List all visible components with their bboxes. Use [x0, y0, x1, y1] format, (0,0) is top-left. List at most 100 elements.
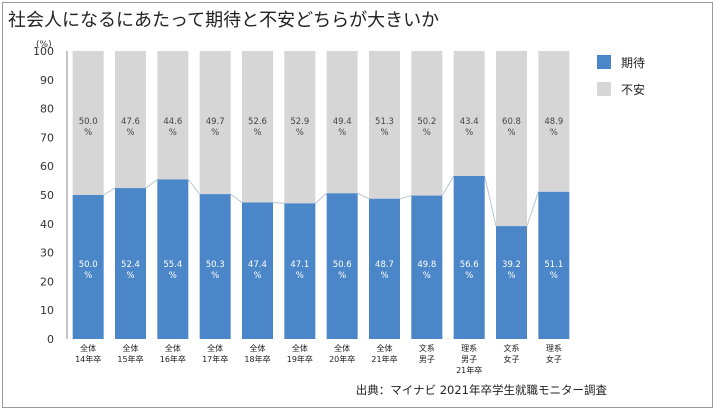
value-label-anxiety-unit: %	[550, 128, 558, 138]
category-label: 18年卒	[244, 354, 270, 364]
bar-anxiety	[157, 51, 189, 180]
value-label-expectation-unit: %	[465, 271, 473, 281]
value-label-anxiety-unit: %	[423, 128, 431, 138]
category-label: 全体	[80, 343, 96, 353]
value-label-expectation-unit: %	[211, 271, 219, 281]
y-tick-label: 50	[40, 189, 54, 202]
category-label: 16年卒	[160, 354, 186, 364]
category-label: 20年卒	[329, 354, 355, 364]
category-label: 21年卒	[456, 365, 482, 375]
value-label-anxiety: 48.9	[544, 117, 563, 127]
legend-label-expectation: 期待	[621, 56, 645, 70]
series-connector-line	[357, 192, 370, 200]
bar-expectation	[453, 175, 485, 339]
chart-source: 出典：マイナビ 2021年卒学生就職モニター調査	[355, 383, 607, 397]
value-label-expectation-unit: %	[380, 271, 388, 281]
value-label-expectation: 51.1	[544, 260, 563, 270]
category-label: 文系	[419, 343, 435, 353]
bar-anxiety	[538, 51, 570, 192]
chart-title: 社会人になるにあたって期待と不安どちらが大きいか	[8, 10, 440, 31]
category-label: 全体	[250, 343, 266, 353]
value-label-anxiety: 44.6	[163, 117, 182, 127]
y-tick-label: 0	[47, 333, 54, 346]
bar-expectation	[199, 194, 231, 339]
category-label: 男子	[419, 355, 435, 364]
y-tick-label: 30	[40, 247, 54, 260]
bar-anxiety	[326, 51, 358, 194]
series-connector-line	[526, 191, 539, 227]
value-label-anxiety: 50.2	[417, 117, 436, 127]
category-label: 全体	[165, 343, 181, 353]
legend-swatch-anxiety	[597, 82, 611, 96]
legend-swatch-expectation	[597, 55, 611, 69]
category-label: 全体	[334, 343, 350, 353]
bar-expectation	[326, 193, 358, 339]
bar-expectation	[72, 195, 104, 339]
bar-anxiety	[284, 51, 316, 204]
bar-anxiety	[369, 51, 400, 199]
y-tick-label: 20	[40, 275, 54, 288]
value-label-anxiety-unit: %	[507, 128, 515, 138]
category-label: 15年卒	[117, 354, 143, 364]
value-label-expectation-unit: %	[84, 271, 92, 281]
category-label: 19年卒	[287, 354, 313, 364]
value-label-anxiety: 43.4	[460, 117, 479, 127]
series-connector-line	[441, 175, 455, 196]
value-label-anxiety: 49.4	[333, 117, 352, 127]
category-label: 全体	[207, 343, 223, 353]
value-label-expectation-unit: %	[423, 271, 431, 281]
bar-expectation	[369, 198, 400, 339]
value-label-expectation: 39.2	[502, 260, 521, 270]
series-connector-line	[484, 175, 497, 227]
value-label-anxiety: 50.0	[79, 117, 98, 127]
value-label-expectation: 47.4	[248, 260, 267, 270]
value-label-anxiety-unit: %	[338, 128, 346, 138]
y-tick-label: 80	[40, 103, 54, 116]
bar-anxiety	[199, 51, 231, 195]
bar-expectation	[242, 202, 273, 339]
category-label: 文系	[504, 343, 520, 353]
bar-expectation	[115, 188, 146, 339]
bar-expectation	[496, 226, 527, 339]
bar-anxiety	[496, 51, 527, 227]
y-tick-label: 70	[40, 131, 54, 144]
value-label-expectation: 55.4	[163, 260, 182, 270]
value-label-expectation: 56.6	[460, 260, 479, 270]
bar-expectation	[411, 195, 443, 339]
bar-anxiety	[242, 51, 273, 203]
category-label: 全体	[123, 343, 139, 353]
bar-expectation	[157, 179, 189, 339]
series-connector-line	[187, 179, 201, 195]
series-connector-line	[230, 193, 243, 203]
y-tick-label: 40	[40, 218, 54, 231]
bar-expectation	[284, 203, 316, 339]
value-label-expectation: 50.0	[79, 260, 98, 270]
y-tick-label: 100	[33, 45, 54, 58]
category-label: 全体	[377, 343, 393, 353]
value-label-expectation: 49.8	[417, 260, 436, 270]
value-label-expectation-unit: %	[507, 271, 515, 281]
category-label: 17年卒	[202, 354, 228, 364]
bar-anxiety	[411, 51, 443, 196]
value-label-anxiety: 52.9	[290, 117, 309, 127]
value-label-expectation: 48.7	[375, 260, 394, 270]
bar-anxiety	[453, 51, 485, 176]
value-label-expectation-unit: %	[338, 271, 346, 281]
bar-anxiety	[115, 51, 146, 189]
value-label-expectation-unit: %	[169, 271, 177, 281]
value-label-anxiety-unit: %	[253, 128, 261, 138]
bar-anxiety	[72, 51, 104, 195]
value-label-anxiety: 47.6	[121, 117, 140, 127]
value-label-expectation: 50.3	[206, 260, 225, 270]
y-tick-label: 60	[40, 160, 54, 173]
series-connector-line	[315, 192, 327, 204]
y-tick-label: 10	[40, 304, 54, 317]
value-label-expectation-unit: %	[550, 271, 558, 281]
series-connector-line	[399, 195, 412, 200]
series-connector-line	[145, 179, 158, 189]
value-label-anxiety-unit: %	[169, 128, 177, 138]
category-label: 理系	[546, 343, 562, 353]
value-label-anxiety: 52.6	[248, 117, 267, 127]
value-label-anxiety-unit: %	[380, 128, 388, 138]
value-label-expectation: 52.4	[121, 260, 140, 270]
